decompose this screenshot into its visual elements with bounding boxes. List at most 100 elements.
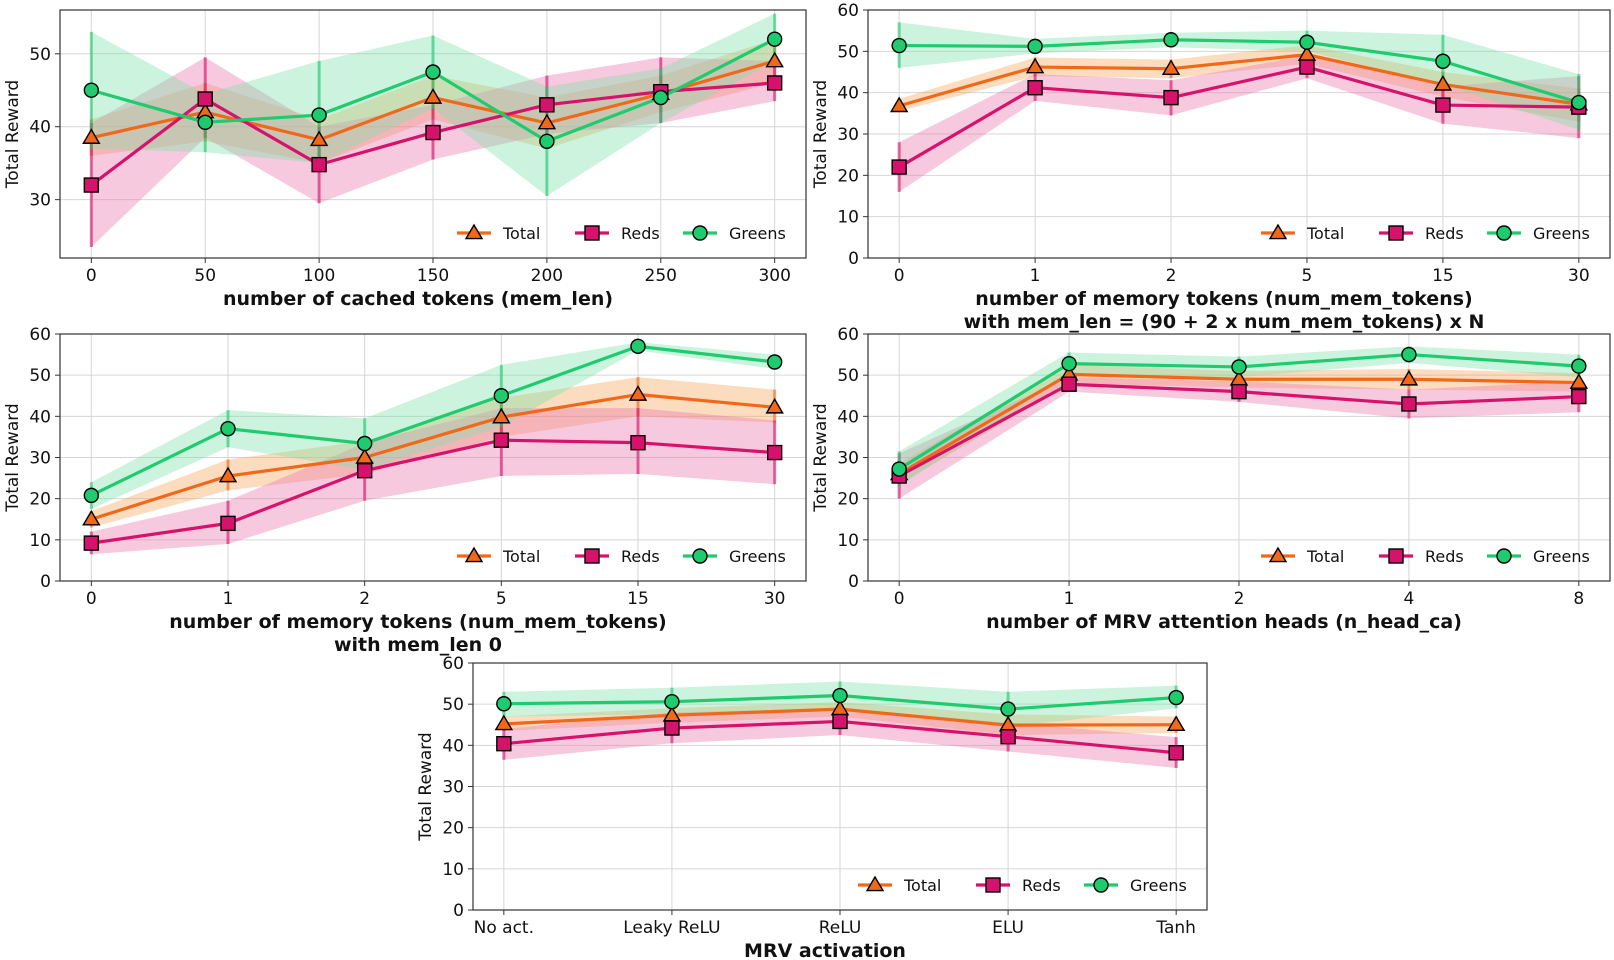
data-point-reds (766, 75, 783, 91)
data-point-greens (1571, 94, 1587, 111)
x-axis-label: number of cached tokens (mem_len) (223, 288, 613, 310)
y-tick-label: 30 (29, 191, 51, 211)
data-point-total (218, 466, 238, 483)
x-tick-label: Tanh (1155, 918, 1196, 938)
x-tick-label: 5 (1302, 266, 1313, 286)
legend-label-reds: Reds (1425, 547, 1464, 566)
data-point-reds (1163, 89, 1179, 106)
legend-marker-greens (1093, 877, 1109, 893)
data-point-greens (832, 687, 848, 704)
chart-panel-5: 0 10 20 30 40 50 60 No act. Leaky ReLU ReLU ELU Tan… (416, 654, 1208, 960)
data-point-reds (425, 124, 441, 141)
legend-marker-reds (985, 877, 1001, 893)
x-axis-label: with mem_len = (90 + 2 x num_mem_tokens)… (964, 311, 1485, 333)
data-point-greens (197, 114, 213, 131)
legend-label-total: Total (502, 224, 540, 243)
legend-marker-reds (584, 548, 600, 564)
legend-label-total: Total (903, 876, 941, 895)
legend-label-total: Total (1306, 547, 1344, 566)
x-tick-label: 1 (1030, 266, 1041, 286)
data-point-greens (493, 388, 510, 404)
data-point-total (494, 714, 514, 731)
data-point-greens (1168, 689, 1184, 706)
data-point-total (1161, 59, 1181, 75)
y-tick-label: 20 (837, 166, 859, 186)
legend-marker-reds (1388, 225, 1404, 241)
legend-marker-total (865, 875, 885, 892)
x-tick-label: 0 (894, 266, 905, 286)
data-point-reds (1027, 80, 1043, 96)
y-tick-label: 40 (29, 407, 51, 427)
data-point-reds (664, 720, 680, 736)
legend: Total Reds Greens (858, 875, 1187, 895)
data-point-reds (766, 444, 783, 461)
legend-marker-total (1268, 546, 1288, 563)
confidence-band-total (899, 45, 1579, 122)
x-axis-label: number of MRV attention heads (n_head_ca… (986, 611, 1462, 633)
y-tick-label: 60 (837, 325, 859, 345)
y-tick-label: 50 (29, 366, 51, 386)
legend: Total Reds Greens (1261, 223, 1590, 243)
legend-marker-greens (692, 548, 708, 564)
data-point-total (1433, 75, 1453, 91)
confidence-band-greens (91, 342, 775, 509)
data-point-reds (1168, 745, 1184, 761)
y-tick-label: 10 (29, 531, 51, 551)
confidence-band-total (91, 377, 775, 528)
x-tick-label: 15 (1432, 266, 1454, 286)
x-axis-label: number of memory tokens (num_mem_tokens) (975, 288, 1472, 310)
x-tick-label: 4 (1404, 589, 1415, 609)
data-point-greens (1027, 38, 1043, 55)
legend-label-greens: Greens (729, 224, 786, 243)
legend-marker-reds (1388, 548, 1404, 564)
data-point-reds (1571, 388, 1587, 405)
data-point-greens (891, 461, 907, 477)
legend-label-greens: Greens (1533, 547, 1590, 566)
y-axis-label: Total Reward (811, 403, 831, 512)
data-point-total (889, 96, 909, 113)
data-point-total (1399, 369, 1419, 386)
y-tick-label: 10 (837, 531, 859, 551)
legend-marker-greens (692, 225, 708, 241)
data-point-total (765, 397, 784, 414)
y-tick-label: 20 (29, 490, 51, 510)
data-point-greens (1571, 358, 1587, 374)
x-tick-label: 0 (894, 589, 905, 609)
x-tick-label: 50 (194, 266, 216, 286)
legend-label-greens: Greens (1130, 876, 1187, 895)
legend-marker-reds (584, 225, 600, 241)
y-tick-label: 30 (837, 449, 859, 469)
data-point-total (1166, 715, 1186, 732)
y-tick-label: 50 (837, 42, 859, 62)
y-tick-label: 30 (837, 125, 859, 145)
data-point-reds (539, 97, 555, 113)
x-tick-label: 2 (359, 589, 370, 609)
legend: Total Reds Greens (1261, 546, 1590, 566)
data-point-greens (311, 107, 327, 123)
data-point-greens (1163, 32, 1179, 48)
data-point-greens (1231, 359, 1247, 375)
y-tick-label: 60 (837, 1, 859, 21)
data-point-total (537, 113, 557, 130)
series-line-greens (899, 38, 1580, 105)
x-tick-label: 250 (645, 266, 677, 286)
data-point-greens (1299, 34, 1315, 50)
legend-label-reds: Reds (621, 547, 660, 566)
legend-marker-greens (1496, 548, 1512, 564)
y-tick-label: 60 (442, 654, 464, 674)
x-tick-label: 2 (1234, 589, 1245, 609)
x-tick-label: 8 (1573, 589, 1584, 609)
data-point-greens (1061, 355, 1077, 372)
y-tick-label: 20 (837, 490, 859, 510)
data-point-greens (891, 37, 907, 54)
data-point-total (492, 407, 511, 424)
y-tick-label: 50 (442, 695, 464, 715)
x-tick-label: 5 (496, 589, 507, 609)
x-tick-label: 0 (86, 266, 97, 286)
data-point-reds (1299, 59, 1315, 75)
x-axis-label: with mem_len 0 (334, 634, 502, 656)
x-tick-label: 200 (531, 266, 563, 286)
data-point-total (309, 130, 329, 147)
y-tick-label: 0 (848, 249, 859, 269)
data-point-reds (493, 432, 510, 448)
